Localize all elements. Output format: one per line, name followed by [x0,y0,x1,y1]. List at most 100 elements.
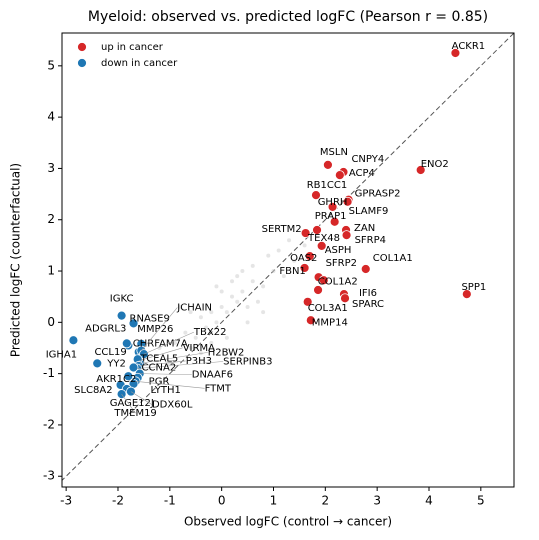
y-axis-label: Predicted logFC (counterfactual) [9,163,23,357]
diagonal [62,33,514,482]
point-label: MMP26 [137,324,173,335]
point-label: IGHA1 [46,349,77,360]
point [461,289,472,300]
point-label: COL1A1 [373,253,413,264]
point [312,225,322,235]
background-point [198,315,203,320]
y-tick-label: 0 [47,315,55,329]
plot-area [62,33,514,482]
x-tick-label: 0 [218,494,226,508]
background-point [209,340,214,345]
legend-marker [77,58,87,68]
point-label: PRAP1 [315,211,347,222]
background-point [178,304,183,309]
background-point [214,320,219,325]
background-point [214,284,219,289]
background-point [204,325,209,330]
point [92,358,103,369]
background-point [271,269,276,274]
background-point [281,274,286,279]
background-point [224,335,229,340]
point-label: TEX48 [307,233,340,244]
point-label: VIRMA [183,343,215,354]
point [311,190,321,201]
background-point [193,335,198,340]
background-point [245,320,250,325]
background-point [235,274,240,279]
plot-frame [61,32,515,488]
point-label: SERPINB3 [223,356,272,367]
point-label: H2BW2 [208,347,245,358]
x-tick-label: -3 [60,494,72,508]
background-point [240,289,245,294]
point [116,310,127,321]
leader-line [143,331,195,355]
point-label: MMP14 [312,317,348,328]
background-point [188,345,193,350]
point-label: SPP1 [461,282,486,293]
background-point [188,310,193,315]
point [68,335,79,346]
point-label: JCHAIN [176,303,212,314]
point [313,285,323,295]
y-tick-label: 4 [47,110,55,124]
x-tick-label: 5 [477,494,485,508]
point-label: RB1CC1 [307,180,348,191]
legend-marker [77,42,87,52]
point [415,165,426,175]
point-label: DDX60L [152,400,193,411]
point-label: AKR1C2 [96,374,136,385]
x-tick-label: 1 [270,494,278,508]
point-label: PGR [149,377,170,388]
point-label: ACP4 [349,168,375,179]
point [360,264,371,274]
point [316,240,327,251]
background-point [292,258,297,263]
background-point [261,284,266,289]
background-point [255,299,260,304]
point-label: SPARC [352,299,384,310]
leader-line [138,360,186,367]
leader-line [138,347,183,362]
background-point [198,351,203,356]
point [305,315,316,326]
point [304,251,315,262]
point [302,296,313,307]
background-point [224,310,229,315]
point [329,216,340,227]
point [318,275,329,286]
point-label: IFI6 [359,288,377,299]
point-label: OAS2 [290,253,317,264]
background-point [266,253,271,258]
point [334,170,345,180]
point [450,48,461,58]
leader-line [130,391,153,405]
legend-label: down in cancer [101,58,178,69]
point-label: TCEAL5 [140,353,179,364]
background-point [250,263,255,268]
point [128,362,139,373]
point-label: COL1A2 [318,276,358,287]
point-label: MSLN [320,147,348,158]
x-tick-label: 3 [373,494,381,508]
point [121,338,132,349]
leader-line [139,373,192,375]
x-axis-label: Observed logFC (control → cancer) [184,515,392,529]
point-label: ZAN [354,223,375,234]
point-label: TBX22 [193,327,227,338]
y-tick-label: -1 [43,366,55,380]
point-label: SFRP2 [326,258,357,269]
background-point [250,279,255,284]
leader-line [141,307,178,351]
y-tick-label: -2 [43,417,55,431]
point-label: COL3A1 [308,303,348,314]
point [342,196,353,207]
background-point [230,294,235,299]
point-label: ASPH [325,245,352,256]
point-label: YY2 [106,358,126,369]
chart-title: Myeloid: observed vs. predicted logFC (P… [88,9,488,25]
point [323,159,333,170]
background-point [235,299,240,304]
point-label: SFRP4 [355,235,386,246]
